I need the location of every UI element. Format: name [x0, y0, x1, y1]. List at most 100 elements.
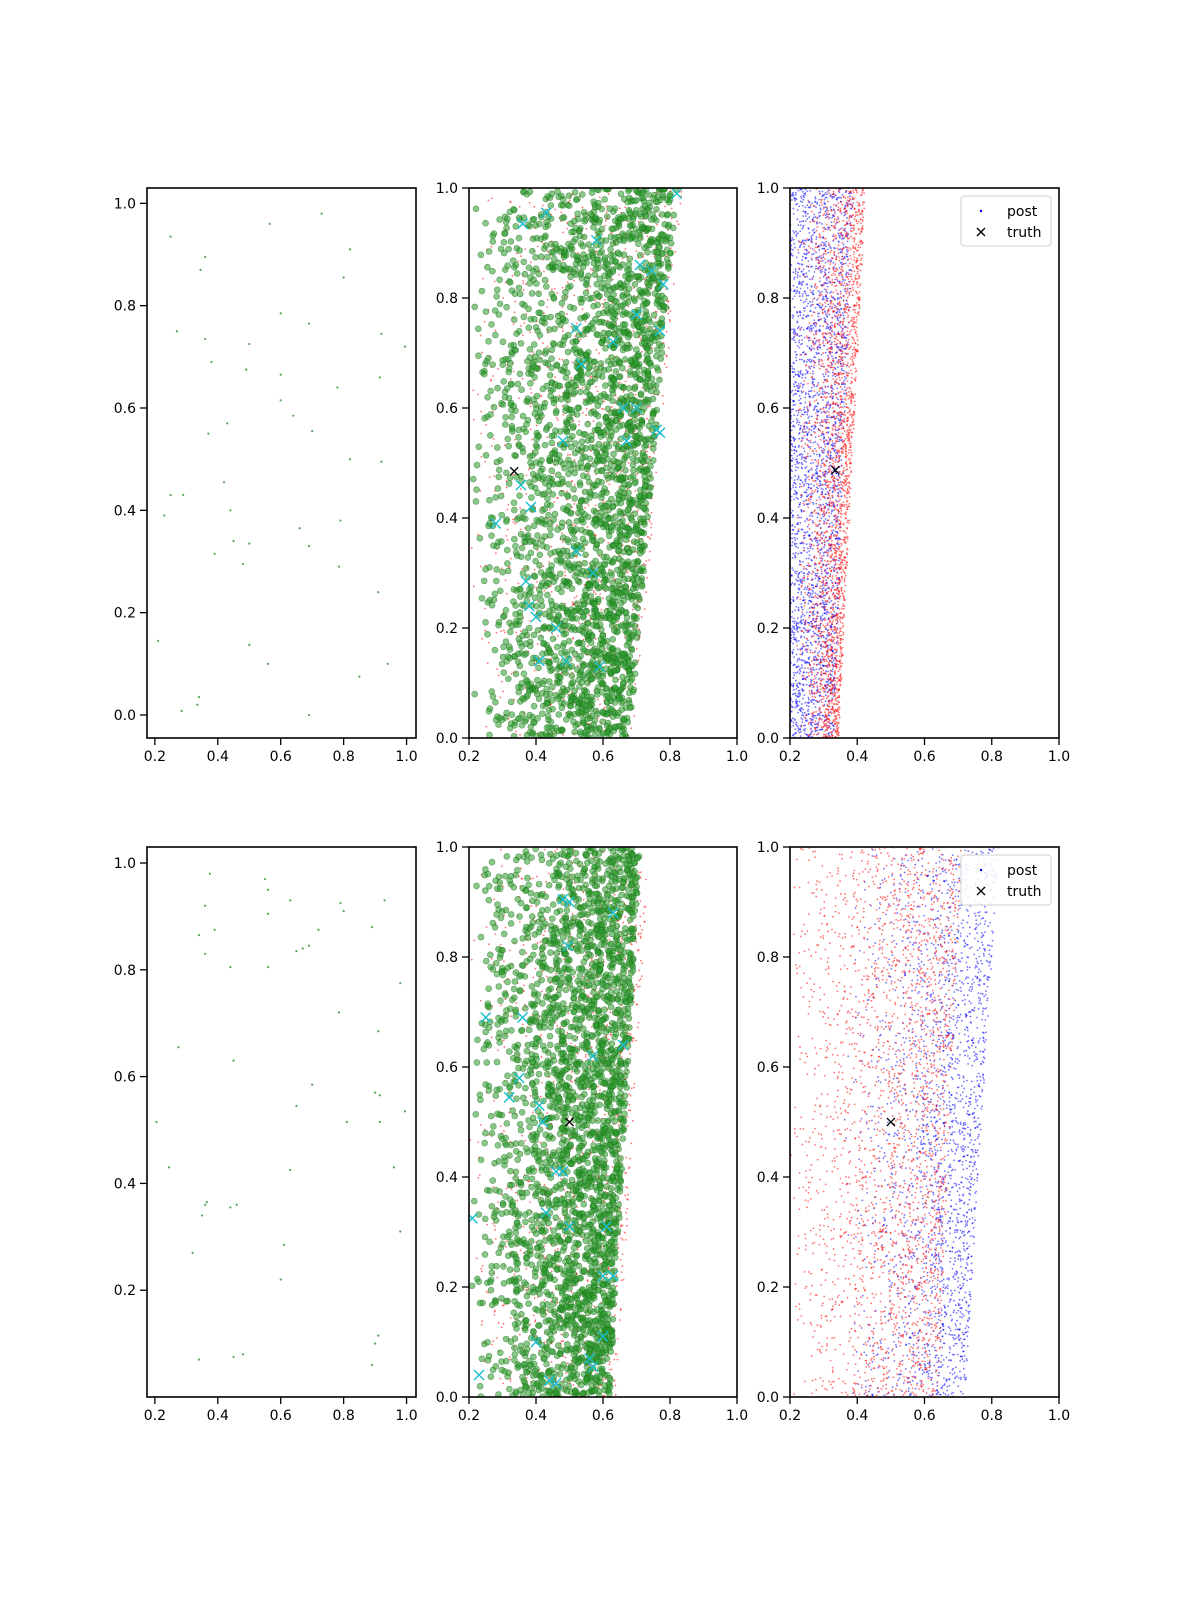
red-point: [483, 320, 486, 323]
post-point: [800, 391, 803, 394]
green-point: [292, 414, 295, 417]
green-circle-point: [657, 332, 665, 340]
green-circle-point: [473, 461, 481, 469]
post-point: [838, 438, 841, 441]
red-point: [558, 358, 561, 360]
green-circle-point: [534, 327, 542, 335]
post-point: [811, 248, 814, 250]
post-point: [822, 390, 824, 393]
red-point: [561, 306, 564, 308]
post-point: [814, 267, 817, 270]
post-point: [824, 373, 827, 376]
green-circle-point: [648, 375, 656, 383]
green-circle-point: [638, 324, 646, 332]
post-point: [798, 292, 801, 295]
green-circle-point: [588, 436, 595, 443]
green-circle-point: [637, 528, 645, 536]
post-point: [794, 463, 797, 466]
post-point: [800, 390, 803, 393]
post-point: [831, 668, 834, 671]
post-point: [796, 478, 799, 481]
post-point: [793, 489, 796, 492]
green-circle-point: [484, 631, 491, 638]
green-circle-point: [631, 510, 639, 518]
green-circle-point: [613, 539, 620, 547]
red-point: [573, 459, 576, 461]
post-point: [815, 477, 818, 480]
green-circle-point: [548, 478, 555, 486]
post-point: [836, 398, 839, 401]
green-circle-point: [614, 577, 622, 585]
post-point: [812, 289, 815, 292]
green-circle-point: [487, 411, 494, 418]
red-point: [570, 325, 572, 328]
green-circle-point: [472, 498, 480, 505]
red-point: [486, 662, 489, 665]
post-point: [806, 551, 808, 554]
green-circle-point: [592, 509, 600, 516]
red-point: [650, 511, 653, 514]
green-circle-point: [598, 490, 606, 498]
post-point: [802, 560, 804, 563]
green-circle-point: [569, 432, 576, 440]
red-point: [649, 537, 652, 540]
green-circle-point: [503, 709, 510, 717]
post-point: [816, 541, 819, 544]
green-circle-point: [475, 352, 482, 359]
red-point: [626, 571, 629, 574]
green-circle-point: [594, 402, 602, 409]
green-circle-point: [638, 420, 646, 428]
red-point: [515, 730, 517, 733]
green-circle-point: [490, 403, 498, 411]
post-point: [810, 483, 813, 485]
green-point: [386, 662, 389, 665]
post-point: [804, 206, 807, 209]
green-circle-point: [505, 394, 513, 402]
green-circle-point: [552, 459, 560, 466]
green-circle-point: [626, 209, 634, 216]
green-circle-point: [530, 631, 538, 639]
green-circle-point: [541, 319, 549, 327]
green-circle-point: [560, 577, 568, 585]
green-circle-point: [608, 428, 615, 436]
green-circle-point: [594, 595, 602, 603]
green-circle-point: [510, 732, 518, 738]
post-point: [797, 466, 800, 469]
post-point: [830, 599, 833, 602]
red-point: [530, 391, 533, 394]
red-point: [573, 502, 576, 505]
red-point: [525, 492, 528, 495]
post-point: [800, 591, 803, 594]
red-point: [586, 577, 589, 580]
green-circle-point: [623, 431, 631, 438]
post-point: [829, 643, 832, 646]
green-point: [248, 542, 251, 545]
red-point: [602, 408, 605, 411]
red-point: [562, 413, 565, 416]
post-point: [826, 724, 829, 727]
post-point: [804, 719, 807, 722]
post-point: [800, 334, 803, 337]
post-point: [798, 669, 801, 671]
green-circle-point: [593, 456, 601, 464]
cyan-x-marker: [533, 655, 545, 667]
green-circle-point: [582, 528, 589, 536]
post-point: [850, 227, 852, 230]
green-circle-point: [536, 562, 543, 569]
green-circle-point: [605, 725, 613, 733]
green-point: [245, 368, 248, 371]
green-circle-point: [649, 410, 657, 417]
post-point: [813, 613, 816, 616]
green-point: [339, 519, 342, 522]
green-circle-point: [576, 481, 584, 489]
green-circle-point: [533, 602, 540, 610]
green-circle-point: [595, 421, 603, 429]
red-point: [533, 205, 536, 208]
red-point: [649, 405, 651, 408]
green-circle-point: [531, 573, 539, 580]
red-point: [635, 647, 638, 650]
post-point: [810, 620, 812, 623]
green-circle-point: [502, 638, 510, 645]
post-point: [805, 272, 808, 275]
green-circle-point: [643, 345, 651, 352]
